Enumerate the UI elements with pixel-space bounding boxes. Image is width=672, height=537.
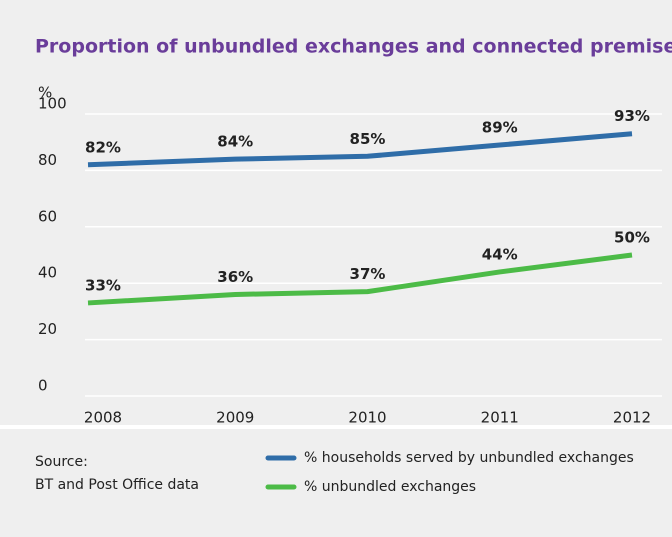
data-label: 89% — [482, 119, 518, 137]
y-tick-label: 20 — [38, 320, 57, 338]
x-tick-label: 2010 — [348, 409, 386, 427]
x-tick-label: 2009 — [216, 409, 254, 427]
source: BT and Post Office data — [35, 477, 199, 493]
data-label: 85% — [350, 130, 386, 148]
legend-label: % households served by unbundled exchang… — [304, 450, 634, 466]
chart-title: Proportion of unbundled exchanges and co… — [35, 36, 672, 58]
legend-label: % unbundled exchanges — [304, 479, 476, 495]
y-tick-label: 0 — [38, 377, 48, 395]
data-label: 82% — [85, 138, 121, 156]
data-label: 50% — [614, 229, 650, 247]
line — [87, 252, 633, 306]
data-label: 84% — [217, 133, 253, 151]
x-tick-label: 2012 — [613, 409, 651, 427]
source: Source: — [35, 454, 88, 470]
y-tick-label: 60 — [38, 207, 57, 225]
divider — [0, 425, 672, 429]
y-tick-label: 40 — [38, 264, 57, 282]
data-label: 36% — [217, 268, 253, 286]
data-label: 33% — [85, 276, 121, 294]
line — [87, 131, 633, 168]
data-label: 37% — [350, 265, 386, 283]
x-tick-label: 2011 — [481, 409, 519, 427]
data-label: 93% — [614, 107, 650, 125]
x-tick-label: 2008 — [84, 409, 122, 427]
y-tick-label: 100 — [38, 95, 67, 113]
y-axis-label: % — [38, 84, 52, 102]
y-tick-label: 80 — [38, 151, 57, 169]
data-label: 44% — [482, 245, 518, 263]
